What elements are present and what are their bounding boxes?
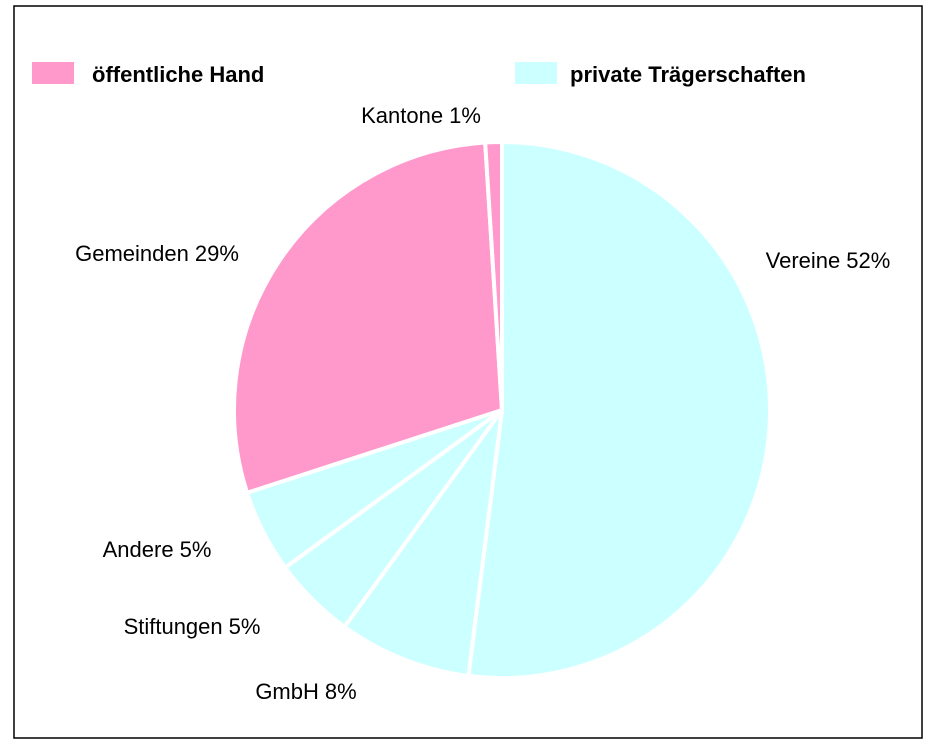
slice-name: Andere	[103, 537, 174, 562]
slice-value: 8%	[325, 679, 357, 704]
slice-label: Stiftungen 5%	[124, 614, 261, 639]
slice-label: Gemeinden 29%	[75, 241, 239, 266]
legend-swatch	[515, 62, 557, 84]
slice-name: Stiftungen	[124, 614, 223, 639]
legend-label: private Trägerschaften	[570, 62, 806, 87]
slice-name: Vereine	[766, 248, 841, 273]
slice-value: 29%	[195, 241, 239, 266]
slice-label: Kantone 1%	[361, 103, 481, 128]
pie-slice	[341, 408, 504, 679]
slice-name: Kantone	[361, 103, 443, 128]
slice-name: GmbH	[255, 679, 319, 704]
slice-label: GmbH 8%	[255, 679, 356, 704]
slice-value: 52%	[846, 248, 890, 273]
slice-label: Andere 5%	[103, 537, 212, 562]
slice-value: 5%	[229, 614, 261, 639]
slice-label: Vereine 52%	[766, 248, 891, 273]
slice-value: 1%	[449, 103, 481, 128]
slice-name: Gemeinden	[75, 241, 189, 266]
legend-label: öffentliche Hand	[92, 62, 264, 87]
pie-slice	[232, 140, 505, 496]
slice-value: 5%	[180, 537, 212, 562]
legend-swatch	[32, 62, 74, 84]
pie-slice	[466, 139, 772, 680]
pie-slice	[483, 139, 504, 411]
